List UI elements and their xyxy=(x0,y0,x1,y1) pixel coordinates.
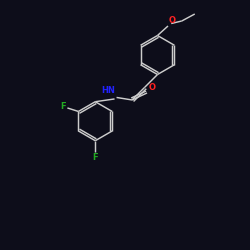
Text: HN: HN xyxy=(101,86,115,96)
Text: F: F xyxy=(92,154,98,162)
Text: O: O xyxy=(169,16,176,25)
Text: O: O xyxy=(148,84,155,92)
Text: F: F xyxy=(60,102,66,112)
